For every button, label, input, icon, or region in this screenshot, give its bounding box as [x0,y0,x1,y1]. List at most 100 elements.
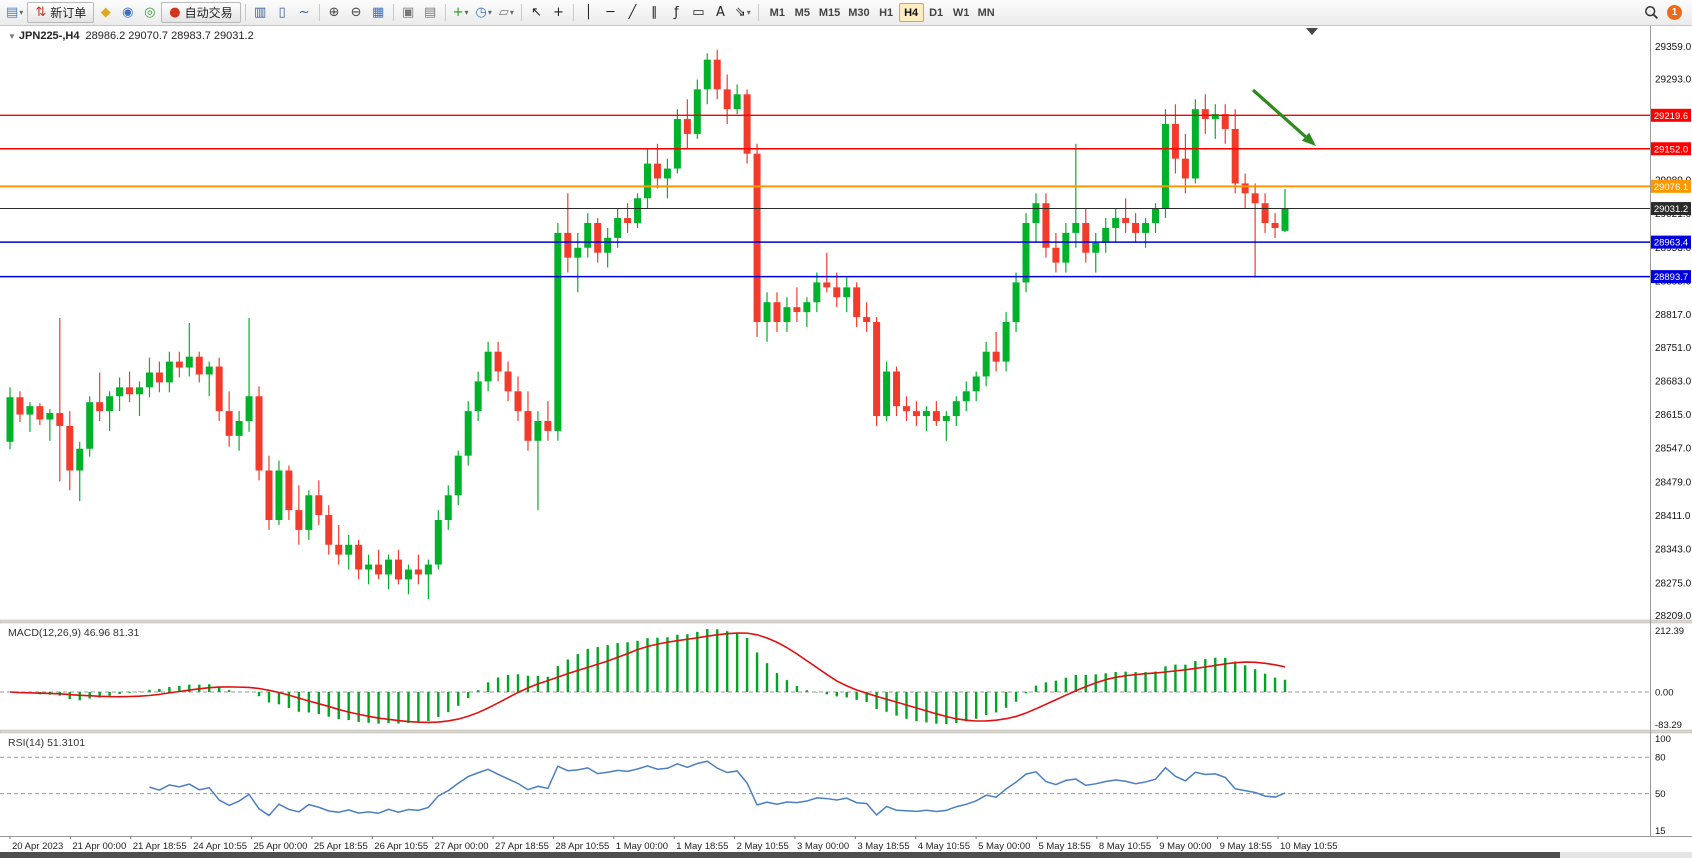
candle [1161,124,1169,209]
candle [992,351,1000,362]
price-badge-29219.6 [1651,108,1691,122]
x-axis-label: 9 May 00:00 [1159,841,1211,852]
candle [1281,208,1289,231]
notification-badge[interactable]: 1 [1667,5,1682,20]
new-order-icon: ⇅ [35,5,47,20]
arrows-button[interactable]: ⇘ ▾ [732,2,754,23]
chart-shift-marker[interactable] [1306,28,1318,35]
candle [295,510,303,530]
y-axis-label: 29359.0 [1655,42,1692,53]
toolbar-separator [572,4,574,21]
navigator-button[interactable]: ◎ [139,2,160,23]
data-window-button[interactable]: ◉ [117,2,138,23]
candle [1052,247,1060,263]
search-button[interactable] [1641,2,1662,23]
candle [863,317,871,323]
cursor-button[interactable]: ↖ [526,2,547,23]
candle [106,396,114,412]
timeframe-mn-button[interactable]: MN [974,3,999,22]
scrollbar-thumb[interactable] [0,852,1560,858]
tile-windows-button[interactable]: ▦ [368,2,389,23]
arrow-annotation-head[interactable] [1301,132,1316,146]
candle [76,448,84,471]
x-axis-label: 25 Apr 18:55 [314,841,368,852]
bar-chart-button[interactable]: ▥ [250,2,271,23]
panel-separator[interactable] [0,729,1692,734]
auto-arrange-button[interactable]: ▣ [398,2,419,23]
indicators-icon: + [452,5,464,20]
candle [634,198,642,224]
cursor-icon: ↖ [530,5,542,20]
timeframe-m1-button[interactable]: M1 [765,3,790,22]
templates-icon: ▱ [498,5,509,20]
indicators-button[interactable]: + ▾ [450,2,472,23]
macd-signal-line [9,632,1286,724]
fibonacci-button[interactable]: ƒ [666,2,687,23]
arrow-annotation[interactable] [1251,88,1307,138]
timeframe-h1-button[interactable]: H1 [874,3,899,22]
candle [145,372,153,388]
candle [385,559,393,575]
candle [793,307,801,313]
timeframe-m30-button[interactable]: M30 [844,3,873,22]
price-badge-28963.4 [1651,235,1691,249]
candle [255,396,263,471]
candle [504,371,512,392]
autotrading-button[interactable]: ● 自动交易 [161,2,241,23]
timeframe-d1-button[interactable]: D1 [924,3,949,22]
rsi-axis-label: 50 [1655,789,1666,800]
text-button[interactable]: A [710,2,731,23]
candle [693,89,701,134]
zoom-in-icon: ⊕ [328,5,340,20]
candle [1251,193,1259,204]
periods-button[interactable]: ◷ ▾ [473,2,495,23]
x-axis-label: 1 May 00:00 [616,841,668,852]
candle [614,218,622,238]
zoom-out-button[interactable]: ⊖ [346,2,367,23]
new-chart-button[interactable]: ▤ ▾ [3,2,26,23]
templates-button[interactable]: ▱ ▾ [496,2,517,23]
data-window-icon: ◉ [122,5,134,20]
horizontal-line-button[interactable]: ─ [600,2,621,23]
trendline-button[interactable]: ╱ [622,2,643,23]
timeframe-m15-button[interactable]: M15 [815,3,844,22]
dropdown-arrow-icon: ▾ [746,8,751,17]
candle [36,406,44,420]
y-axis-label: 28615.0 [1655,410,1692,421]
candle [902,406,910,412]
new-order-label: 新订单 [50,6,87,20]
candle [185,356,193,368]
market-watch-button[interactable]: ◆ [95,2,116,23]
candlestick-chart-button[interactable]: ▯ [272,2,293,23]
price-badge-text: 29219.6 [1654,111,1688,122]
candle [753,153,761,323]
candle [1261,203,1269,224]
crosshair-button[interactable]: + [548,2,569,23]
bar-chart-icon: ▥ [253,5,267,20]
panel-separator[interactable] [0,619,1692,624]
line-chart-button[interactable]: ~ [294,2,315,23]
candle [235,421,243,436]
candle [514,391,522,412]
candle [175,361,183,368]
candle [883,371,891,417]
timeframe-w1-button[interactable]: W1 [949,3,974,22]
shapes-button[interactable]: ▭ [688,2,709,23]
y-axis-label: 28547.0 [1655,444,1692,455]
new-order-button[interactable]: ⇅ 新订单 [27,2,95,23]
candle [424,564,432,575]
toolbar-separator [444,4,446,21]
chart-shift-icon: ▤ [423,5,437,20]
timeframe-m5-button[interactable]: M5 [790,3,815,22]
x-axis-label: 8 May 10:55 [1099,841,1151,852]
horizontal-scrollbar[interactable] [0,852,1692,858]
candle [454,455,462,496]
candle [245,396,253,422]
vertical-line-button[interactable]: │ [578,2,599,23]
candle [1241,183,1249,194]
candle [1012,282,1020,323]
zoom-in-button[interactable]: ⊕ [324,2,345,23]
timeframe-h4-button[interactable]: H4 [898,3,924,22]
equidistant-channel-button[interactable]: ∥ [644,2,665,23]
chart-shift-button[interactable]: ▤ [420,2,441,23]
